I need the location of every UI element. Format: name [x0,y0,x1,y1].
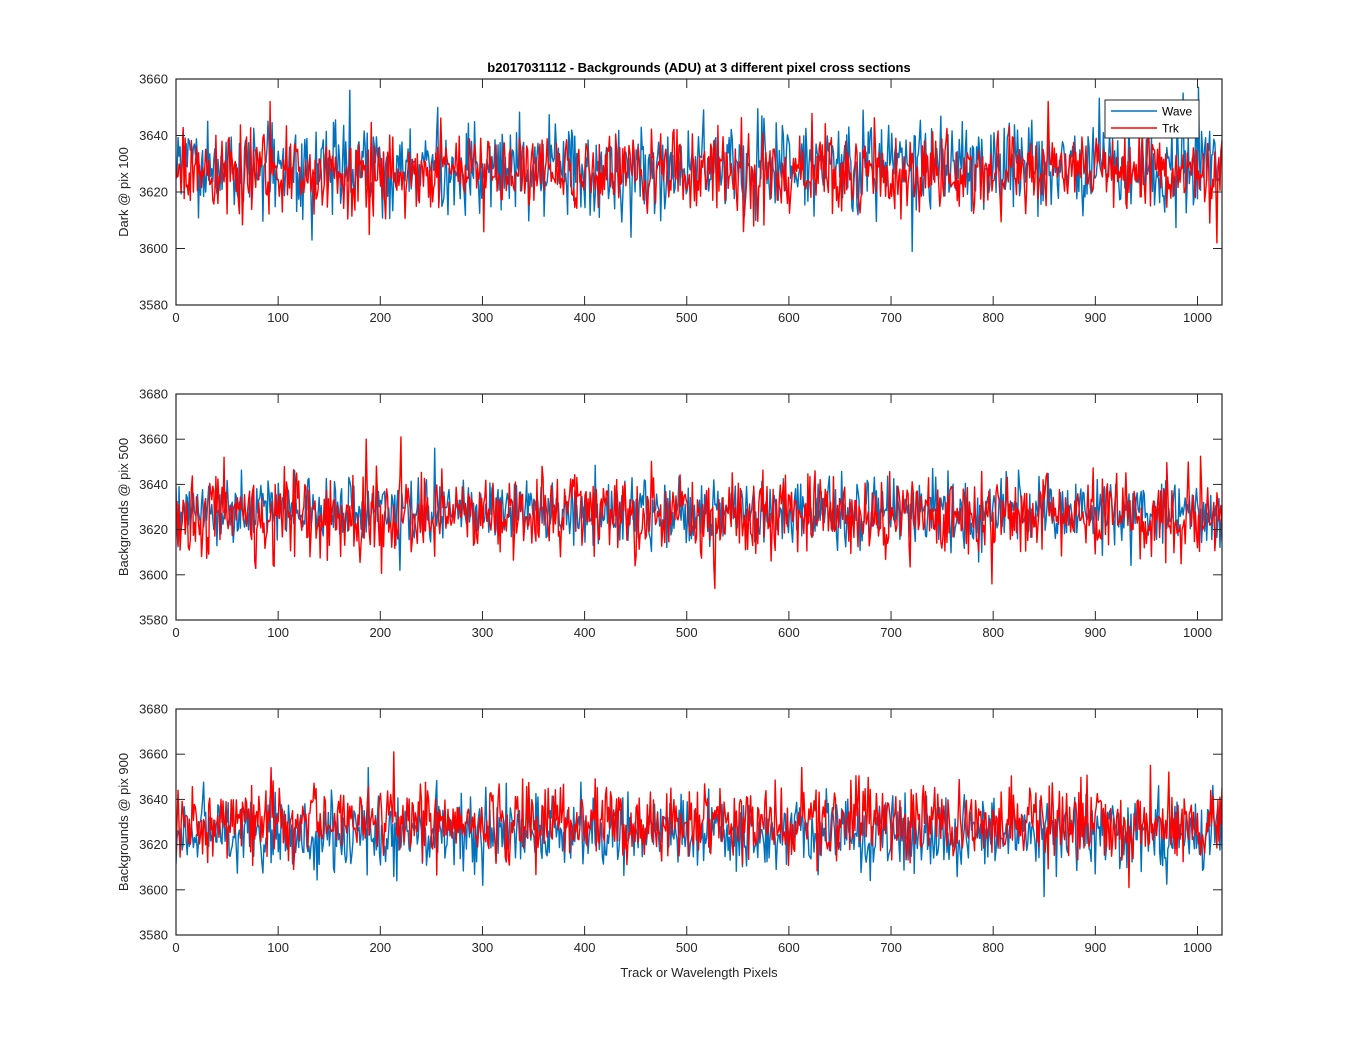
series-line-trk [176,436,1222,590]
series-line-trk [176,751,1222,889]
x-tick-label: 700 [880,625,902,640]
panels: 0 100 200 300 400 500 600 700 800 900 100035803600… [116,72,1223,955]
y-tick-label: 3580 [139,928,168,943]
y-axis-label: Dark @ pix 100 [116,147,131,237]
x-tick-label: 100 [267,625,289,640]
x-tick-label: 700 [880,940,902,955]
x-tick-label: 100 [267,940,289,955]
legend: Wave Trk [1104,99,1200,139]
x-tick-label: 1000 [1183,940,1212,955]
x-tick-label: 1000 [1183,625,1212,640]
x-tick-label: 200 [369,625,391,640]
y-tick-label: 3640 [139,128,168,143]
x-tick-label: 0 [172,625,179,640]
x-tick-label: 300 [472,310,494,325]
y-tick-label: 3580 [139,613,168,628]
x-tick-label: 500 [676,625,698,640]
panel-2: 0 100 200 300 400 500 600 700 800 900 1000 3580 3600… [116,387,1223,640]
y-tick-label: 3640 [139,477,168,492]
x-tick-label: 300 [472,625,494,640]
y-tick-label: 3600 [139,241,168,256]
legend-label-trk: Trk [1162,122,1180,136]
y-tick-label: 3600 [139,882,168,897]
panel-3-axes-box [175,708,1223,936]
x-tick-label: 900 [1084,310,1106,325]
x-tick-label: 600 [778,310,800,325]
chart-title: b2017031112 - Backgrounds (ADU) at 3 dif… [487,60,910,75]
x-tick-label: 0 [172,940,179,955]
y-tick-label: 3640 [139,792,168,807]
x-tick-label: 500 [676,310,698,325]
x-tick-label: 900 [1084,940,1106,955]
y-axis-label: Backgrounds @ pix 500 [116,438,131,576]
panel-3-series [176,751,1222,898]
y-tick-label: 3660 [139,747,168,762]
x-tick-label: 600 [778,625,800,640]
y-tick-label: 3620 [139,522,168,537]
x-tick-label: 700 [880,310,902,325]
y-tick-label: 3620 [139,185,168,200]
y-tick-label: 3660 [139,432,168,447]
y-tick-label: 3680 [139,702,168,717]
x-tick-label: 200 [369,310,391,325]
panel-1: 0 100 200 300 400 500 600 700 800 900 1000 3580 3600… [116,72,1223,325]
panel-1-series [176,86,1222,253]
y-tick-label: 3680 [139,387,168,402]
x-axis-label: Track or Wavelength Pixels [620,965,778,980]
x-tick-label: 300 [472,940,494,955]
x-tick-label: 900 [1084,625,1106,640]
legend-box [1104,99,1200,139]
x-tick-label: 800 [982,625,1004,640]
x-tick-label: 200 [369,940,391,955]
y-tick-label: 3580 [139,298,168,313]
y-axis-label: Backgrounds @ pix 900 [116,753,131,891]
x-tick-label: 400 [574,940,596,955]
x-tick-label: 0 [172,310,179,325]
y-tick-label: 3660 [139,72,168,87]
legend-label-wave: Wave [1162,105,1193,119]
panel-2-series [176,436,1222,590]
x-tick-label: 400 [574,310,596,325]
panel-3: 0 100 200 300 400 500 600 700 800 900 1000 3580 3600… [116,702,1223,955]
y-tick-label: 3600 [139,567,168,582]
x-tick-label: 800 [982,940,1004,955]
x-tick-label: 500 [676,940,698,955]
x-tick-label: 600 [778,940,800,955]
y-tick-label: 3620 [139,837,168,852]
x-tick-label: 100 [267,310,289,325]
x-tick-label: 1000 [1183,310,1212,325]
x-tick-label: 800 [982,310,1004,325]
x-tick-label: 400 [574,625,596,640]
panel-2-axes-box [175,393,1223,621]
series-line-trk [176,100,1222,244]
